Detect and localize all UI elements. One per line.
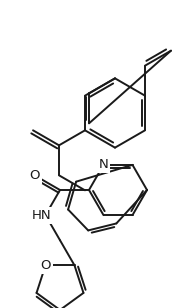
- Text: N: N: [99, 158, 108, 171]
- Text: O: O: [40, 259, 51, 272]
- Text: HN: HN: [32, 209, 51, 222]
- Text: O: O: [30, 169, 40, 182]
